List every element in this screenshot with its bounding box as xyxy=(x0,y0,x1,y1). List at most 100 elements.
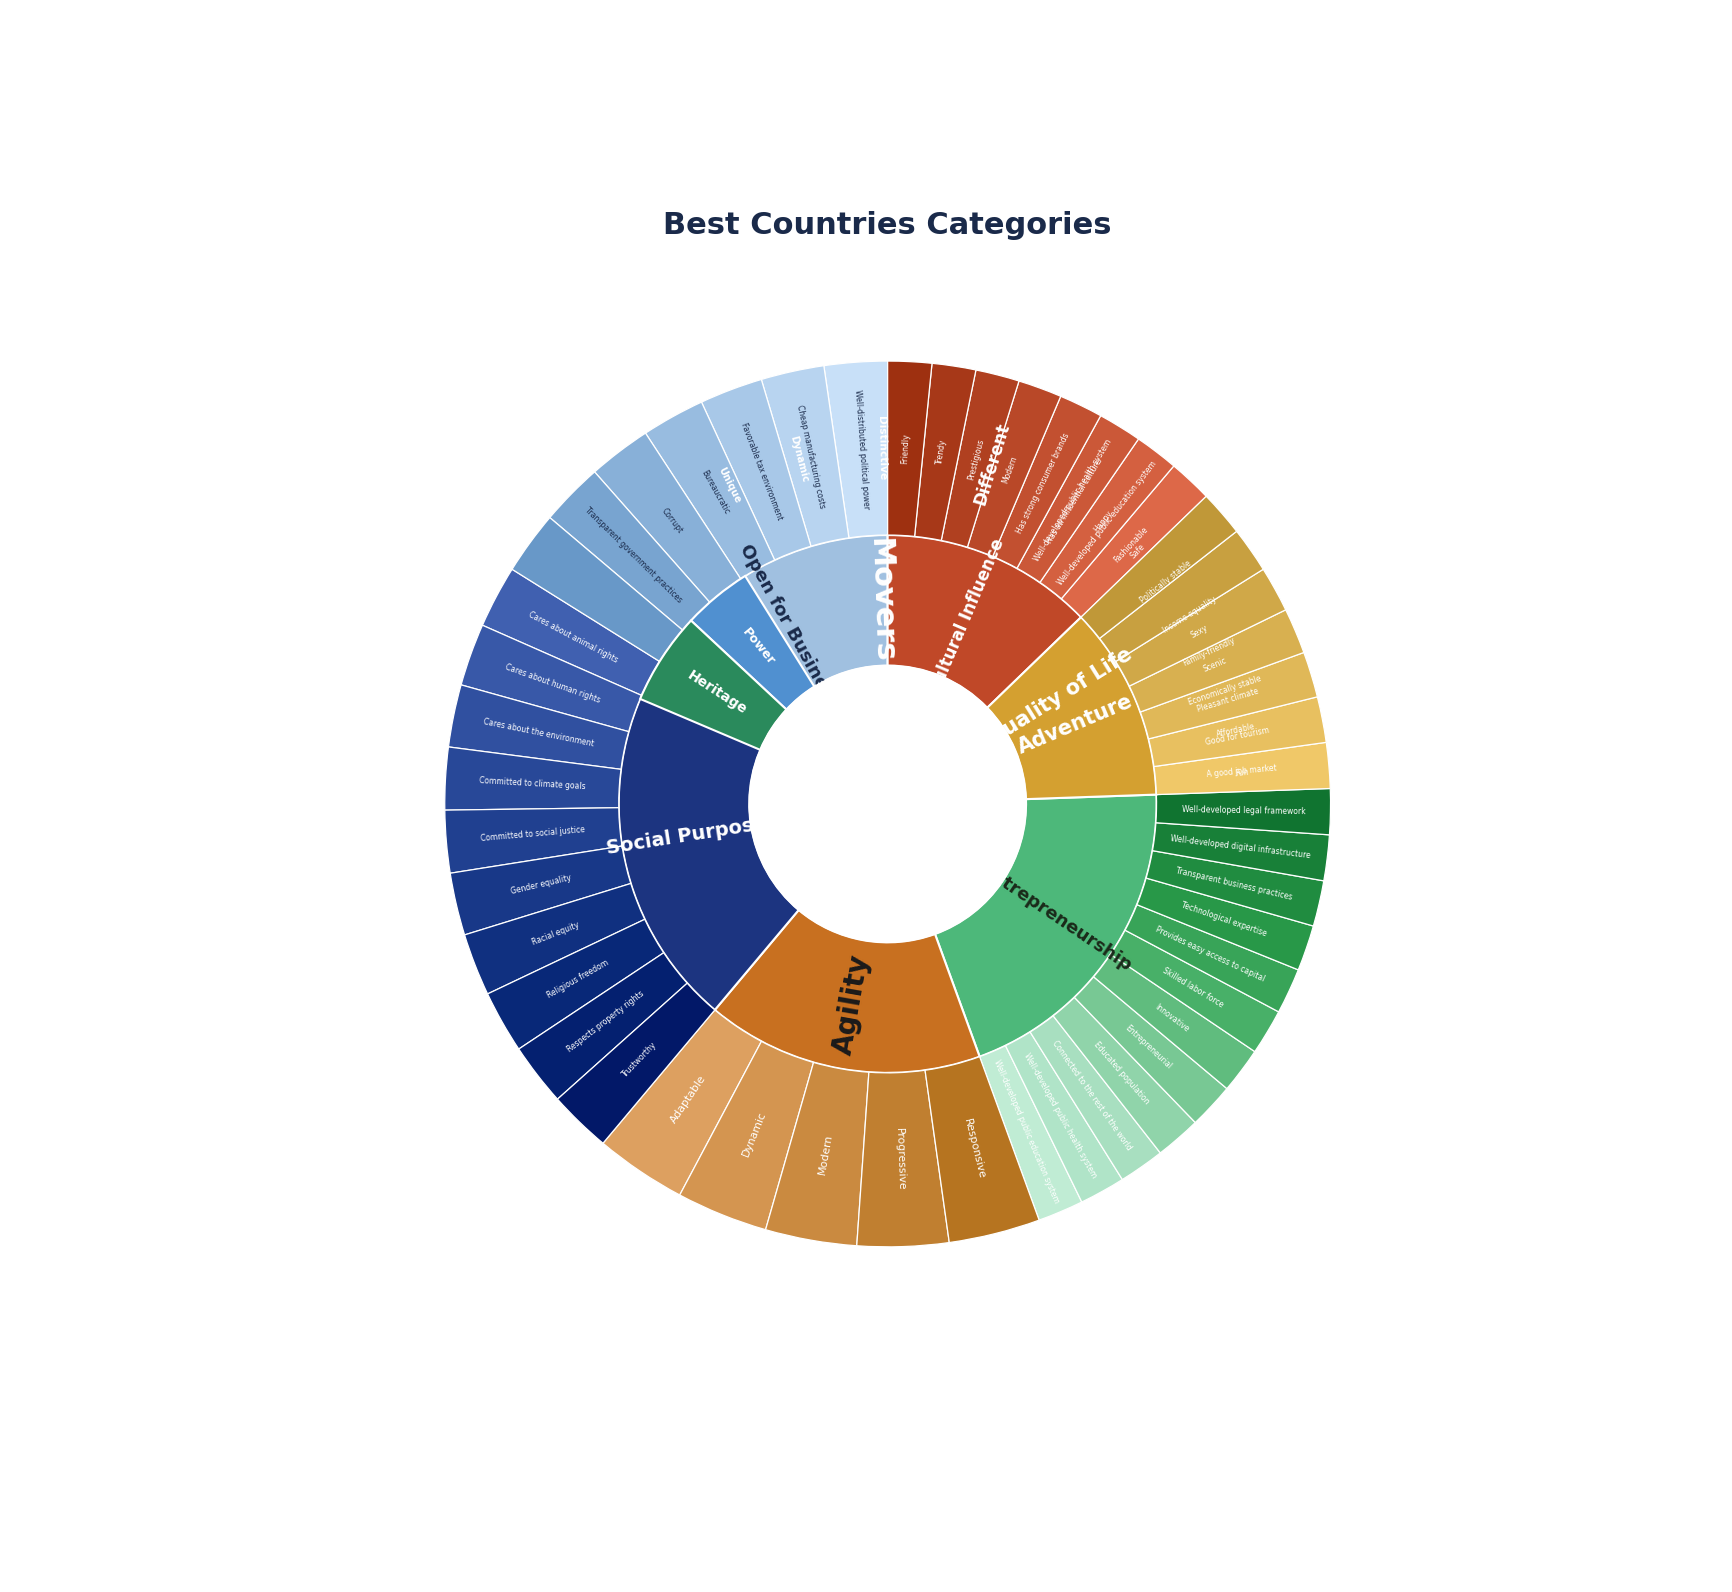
Text: Transparent business practices: Transparent business practices xyxy=(1176,866,1294,901)
Wedge shape xyxy=(914,363,975,540)
Text: Affordable: Affordable xyxy=(1216,721,1256,739)
Text: Agility: Agility xyxy=(830,952,875,1057)
Wedge shape xyxy=(940,369,1018,548)
Wedge shape xyxy=(449,685,629,769)
Text: Income equality: Income equality xyxy=(1160,595,1218,635)
Text: Safe: Safe xyxy=(1129,541,1147,560)
Wedge shape xyxy=(1148,697,1327,766)
Wedge shape xyxy=(488,919,663,1049)
Text: Well-distributed political power: Well-distributed political power xyxy=(854,388,871,509)
Wedge shape xyxy=(925,1057,1039,1242)
Text: Open for Business: Open for Business xyxy=(736,541,842,710)
Text: Cares about human rights: Cares about human rights xyxy=(504,662,601,705)
Wedge shape xyxy=(691,576,814,710)
Wedge shape xyxy=(1124,592,1299,704)
Text: Corrupt: Corrupt xyxy=(660,506,684,535)
Text: Trendy: Trendy xyxy=(935,439,947,465)
Text: Good for tourism: Good for tourism xyxy=(1204,726,1270,747)
Circle shape xyxy=(750,665,1025,942)
Wedge shape xyxy=(483,570,660,696)
Text: Has an influential culture: Has an influential culture xyxy=(1044,457,1103,544)
Text: Has strong consumer brands: Has strong consumer brands xyxy=(1015,431,1070,535)
Wedge shape xyxy=(445,747,622,810)
Wedge shape xyxy=(987,618,1157,799)
Wedge shape xyxy=(461,626,641,732)
Wedge shape xyxy=(558,984,715,1143)
Text: Transparent government practices: Transparent government practices xyxy=(584,505,684,605)
Wedge shape xyxy=(935,794,1157,1057)
Text: Entrepreneurship: Entrepreneurship xyxy=(979,861,1134,974)
Wedge shape xyxy=(1065,471,1218,624)
Text: Well-developed public education system: Well-developed public education system xyxy=(1055,460,1159,587)
Wedge shape xyxy=(1154,742,1330,794)
Wedge shape xyxy=(857,1070,949,1247)
Text: Well-developed legal framework: Well-developed legal framework xyxy=(1181,804,1306,815)
Wedge shape xyxy=(1088,508,1249,648)
Wedge shape xyxy=(1154,737,1330,794)
Wedge shape xyxy=(715,911,980,1073)
Wedge shape xyxy=(513,517,682,661)
Wedge shape xyxy=(1136,879,1313,970)
Wedge shape xyxy=(762,366,849,546)
Wedge shape xyxy=(1074,977,1226,1122)
Text: Sexy: Sexy xyxy=(1188,622,1209,640)
Wedge shape xyxy=(653,390,792,576)
Text: Adaptable: Adaptable xyxy=(669,1073,708,1126)
Text: Friendly: Friendly xyxy=(901,433,911,463)
Text: Innovative: Innovative xyxy=(1154,1003,1190,1033)
Text: Scenic: Scenic xyxy=(1202,656,1228,673)
Text: Movers: Movers xyxy=(864,538,897,664)
Wedge shape xyxy=(520,952,688,1098)
Wedge shape xyxy=(1031,1016,1160,1180)
Wedge shape xyxy=(1017,416,1138,583)
Text: Well-developed public health system: Well-developed public health system xyxy=(1022,1051,1098,1180)
Text: Gender equality: Gender equality xyxy=(509,874,572,896)
Text: Family-friendly: Family-friendly xyxy=(1181,635,1237,669)
Wedge shape xyxy=(660,535,889,731)
Text: Dynamic: Dynamic xyxy=(741,1110,767,1157)
Wedge shape xyxy=(729,366,850,552)
Text: Provides easy access to capital: Provides easy access to capital xyxy=(1154,925,1266,984)
Wedge shape xyxy=(594,433,741,602)
Text: Well-developed digital infrastructure: Well-developed digital infrastructure xyxy=(1171,834,1311,860)
Text: Skilled labor force: Skilled labor force xyxy=(1160,966,1225,1009)
Text: Committed to social justice: Committed to social justice xyxy=(480,825,585,844)
Wedge shape xyxy=(1062,466,1205,618)
Text: Social Purpose: Social Purpose xyxy=(604,814,767,858)
Text: Technological expertise: Technological expertise xyxy=(1179,901,1268,939)
Wedge shape xyxy=(549,471,710,630)
Text: Dynamic: Dynamic xyxy=(788,435,809,484)
Text: Quality of Life: Quality of Life xyxy=(984,643,1136,748)
Text: Unique: Unique xyxy=(715,466,741,505)
Text: Educated population: Educated population xyxy=(1091,1040,1150,1105)
Wedge shape xyxy=(1081,497,1237,638)
Wedge shape xyxy=(968,380,1060,557)
Wedge shape xyxy=(889,535,1081,708)
Wedge shape xyxy=(1147,686,1325,764)
Wedge shape xyxy=(603,1009,762,1196)
Text: Cares about animal rights: Cares about animal rights xyxy=(527,610,620,665)
Wedge shape xyxy=(1147,850,1323,927)
Text: A good job market: A good job market xyxy=(1207,763,1278,778)
Text: Distinctive: Distinctive xyxy=(876,416,887,481)
Text: Different: Different xyxy=(970,420,1013,506)
Wedge shape xyxy=(1126,904,1299,1013)
Wedge shape xyxy=(1100,532,1263,661)
Wedge shape xyxy=(1155,788,1330,834)
Text: Modern: Modern xyxy=(1001,455,1018,486)
Text: Politically stable: Politically stable xyxy=(1138,559,1193,605)
Text: Cultural Influence: Cultural Influence xyxy=(927,537,1008,697)
Wedge shape xyxy=(1013,412,1140,583)
Wedge shape xyxy=(745,535,1013,686)
Text: Economically stable: Economically stable xyxy=(1186,673,1263,707)
Wedge shape xyxy=(887,361,932,537)
Wedge shape xyxy=(916,363,1096,567)
Wedge shape xyxy=(1053,997,1195,1153)
Wedge shape xyxy=(1152,823,1330,880)
Wedge shape xyxy=(1039,439,1174,599)
Text: Progressive: Progressive xyxy=(894,1129,906,1191)
Text: Cheap manufacturing costs: Cheap manufacturing costs xyxy=(795,404,826,509)
Wedge shape xyxy=(646,403,774,579)
Text: Well-developed public education system: Well-developed public education system xyxy=(992,1059,1062,1205)
Text: Racial equity: Racial equity xyxy=(532,920,580,947)
